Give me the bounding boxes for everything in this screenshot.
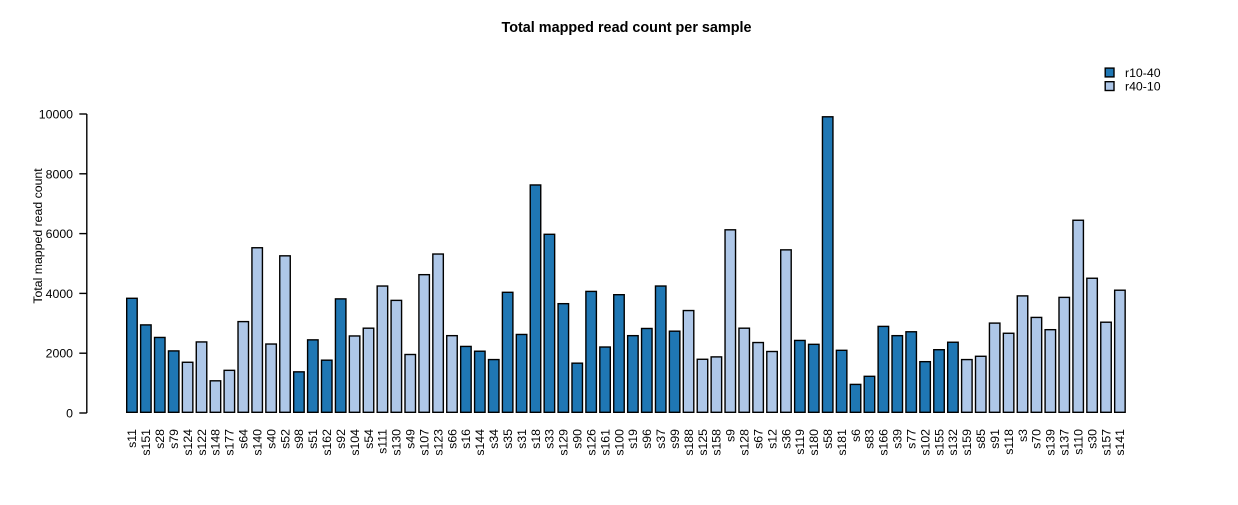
svg-text:s34: s34 [487,429,501,449]
svg-text:Total mapped read count: Total mapped read count [31,168,45,304]
svg-text:s58: s58 [821,429,835,449]
svg-text:s125: s125 [696,429,710,456]
svg-text:s102: s102 [918,429,932,456]
svg-text:s148: s148 [209,429,223,456]
svg-text:s139: s139 [1044,429,1058,456]
svg-text:s126: s126 [584,429,598,456]
svg-text:s91: s91 [988,429,1002,449]
svg-text:8000: 8000 [46,167,74,181]
svg-text:s119: s119 [793,429,807,455]
svg-text:s79: s79 [167,429,181,449]
svg-text:s188: s188 [682,429,696,456]
svg-text:s181: s181 [835,429,849,456]
svg-text:s92: s92 [334,429,348,449]
svg-text:s123: s123 [431,429,445,456]
svg-text:4000: 4000 [46,287,74,301]
svg-text:s33: s33 [543,429,557,449]
svg-text:s40: s40 [264,429,278,449]
svg-text:s158: s158 [710,429,724,456]
svg-text:s111: s111 [376,429,390,454]
svg-text:s141: s141 [1113,429,1127,456]
svg-text:s70: s70 [1030,429,1044,449]
svg-text:s144: s144 [473,429,487,456]
svg-text:s100: s100 [612,429,626,456]
svg-text:s107: s107 [417,429,431,456]
svg-text:s130: s130 [390,429,404,456]
svg-text:s140: s140 [250,429,264,456]
svg-text:s31: s31 [515,429,529,449]
svg-text:s52: s52 [278,429,292,449]
svg-text:s118: s118 [1002,429,1016,455]
svg-text:s166: s166 [877,429,891,456]
svg-text:s67: s67 [751,429,765,449]
svg-text:s159: s159 [960,429,974,456]
svg-text:s96: s96 [640,429,654,449]
svg-text:s77: s77 [904,429,918,449]
svg-text:r40-10: r40-10 [1125,79,1161,93]
svg-text:r10-40: r10-40 [1125,66,1161,80]
svg-text:s18: s18 [529,429,543,449]
svg-text:s64: s64 [237,429,251,449]
svg-text:s51: s51 [306,429,320,449]
svg-text:s99: s99 [668,429,682,449]
svg-text:s137: s137 [1058,429,1072,456]
svg-text:s122: s122 [195,429,209,456]
svg-text:s104: s104 [348,429,362,456]
svg-text:s36: s36 [779,429,793,449]
svg-text:s155: s155 [932,429,946,456]
svg-text:s132: s132 [946,429,960,456]
svg-text:s16: s16 [459,429,473,449]
svg-text:2000: 2000 [46,347,74,361]
svg-text:s35: s35 [501,429,515,449]
svg-text:s28: s28 [153,429,167,449]
svg-text:s90: s90 [571,429,585,449]
svg-text:s12: s12 [765,429,779,449]
svg-text:s3: s3 [1016,429,1030,442]
svg-text:s177: s177 [223,429,237,456]
svg-text:6000: 6000 [46,227,74,241]
svg-text:s19: s19 [626,429,640,449]
svg-text:s110: s110 [1071,429,1085,455]
svg-text:10000: 10000 [39,108,73,122]
svg-text:s129: s129 [557,429,571,456]
svg-text:s151: s151 [139,429,153,456]
svg-text:s161: s161 [598,429,612,456]
svg-text:s66: s66 [445,429,459,449]
svg-text:s83: s83 [863,429,877,449]
svg-text:s49: s49 [404,429,418,449]
svg-text:s162: s162 [320,429,334,456]
svg-text:s180: s180 [807,429,821,456]
svg-text:s9: s9 [724,429,738,442]
svg-text:s98: s98 [292,429,306,449]
svg-text:Total mapped read count per sa: Total mapped read count per sample [501,20,751,36]
svg-text:s85: s85 [974,429,988,449]
svg-text:s157: s157 [1099,429,1113,456]
svg-text:s30: s30 [1085,429,1099,449]
svg-text:s37: s37 [654,429,668,449]
svg-text:s6: s6 [849,429,863,442]
svg-text:s11: s11 [125,429,139,448]
svg-text:s128: s128 [738,429,752,456]
svg-text:s39: s39 [891,429,905,449]
svg-text:0: 0 [66,407,73,421]
svg-text:s54: s54 [362,429,376,449]
svg-text:s124: s124 [181,429,195,456]
